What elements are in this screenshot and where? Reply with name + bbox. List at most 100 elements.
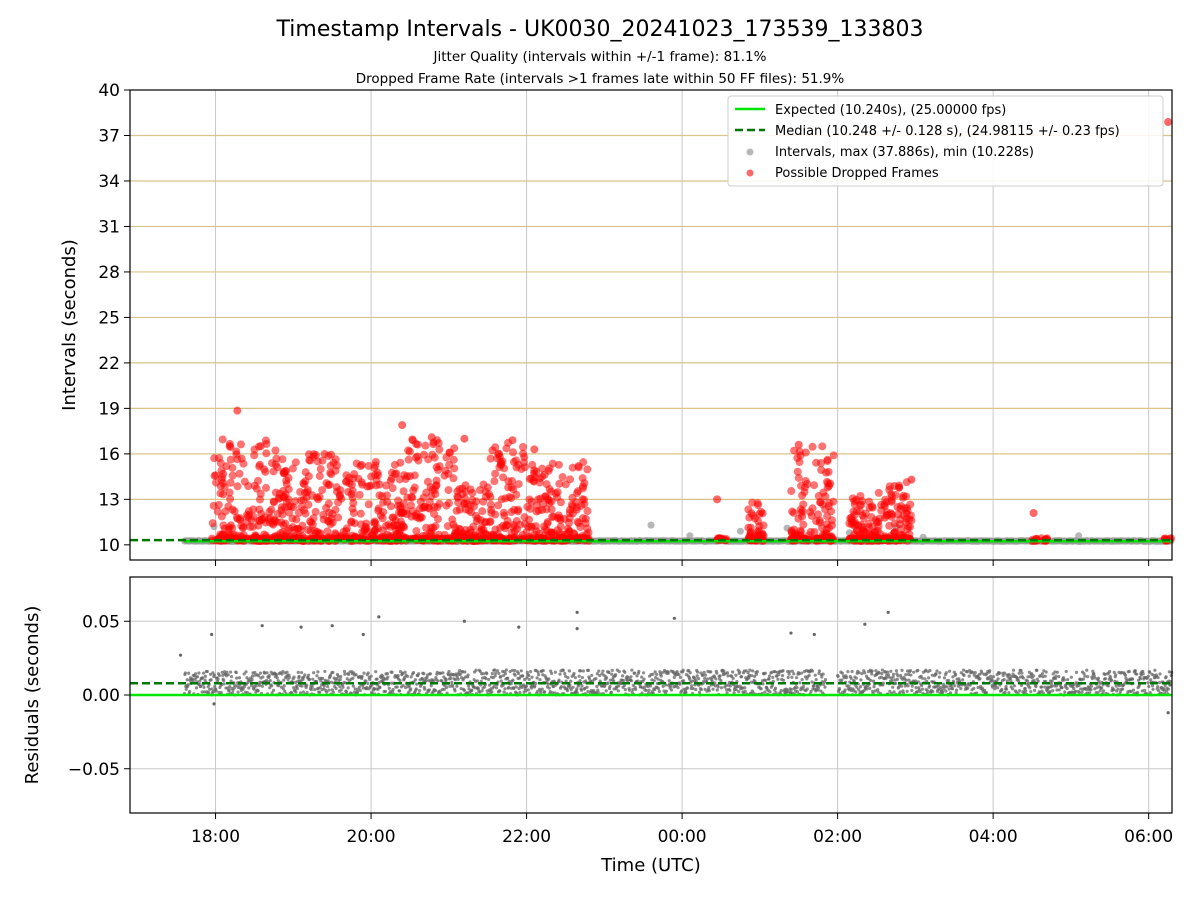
- residual-point: [1018, 689, 1021, 692]
- dropped-frame-point: [262, 484, 270, 492]
- residual-point: [988, 669, 991, 672]
- residual-point: [1070, 676, 1073, 679]
- dropped-frame-point: [460, 435, 468, 443]
- residual-point: [298, 675, 301, 678]
- residual-point: [343, 673, 346, 676]
- residual-point: [1043, 686, 1046, 689]
- residual-point: [297, 671, 300, 674]
- residual-point: [611, 669, 614, 672]
- residual-point: [645, 689, 648, 692]
- dropped-frame-point: [234, 482, 242, 490]
- residual-point: [1060, 686, 1063, 689]
- residual-point: [562, 669, 565, 672]
- residual-point: [840, 678, 843, 681]
- legend-median-label: Median (10.248 +/- 0.128 s), (24.98115 +…: [775, 124, 1120, 139]
- legend: Expected (10.240s), (25.00000 fps) Media…: [728, 96, 1163, 186]
- dropped-frame-point: [322, 479, 330, 487]
- dropped-frame-point: [749, 511, 757, 519]
- dropped-frame-point: [787, 527, 795, 535]
- residual-point: [295, 684, 298, 687]
- dropped-frame-point: [365, 482, 373, 490]
- dropped-frame-point: [218, 466, 226, 474]
- interval-point: [648, 522, 655, 529]
- dropped-frame-point: [486, 518, 494, 526]
- dropped-frame-point: [532, 522, 540, 530]
- residual-point: [428, 688, 431, 691]
- residual-point: [781, 669, 784, 672]
- residual-point: [1000, 688, 1003, 691]
- residual-point: [748, 669, 751, 672]
- dropped-frame-point: [809, 504, 817, 512]
- residual-point: [670, 688, 673, 691]
- residual-point: [665, 690, 668, 693]
- dropped-frame-point: [333, 461, 341, 469]
- residual-point: [1003, 678, 1006, 681]
- dropped-frame-point: [365, 500, 373, 508]
- residual-point: [374, 670, 377, 673]
- residual-point: [307, 674, 310, 677]
- residual-point: [1065, 670, 1068, 673]
- dropped-frame-point: [282, 468, 290, 476]
- residual-point: [906, 684, 909, 687]
- dropped-frame-point: [825, 468, 833, 476]
- residual-point: [707, 686, 710, 689]
- dropped-frame-point: [419, 532, 427, 540]
- residual-point: [228, 688, 231, 691]
- residual-point: [920, 684, 923, 687]
- residual-point: [358, 686, 361, 689]
- residual-point: [491, 672, 494, 675]
- residual-point: [1013, 684, 1016, 687]
- residual-point: [738, 670, 741, 673]
- residual-point: [968, 674, 971, 677]
- residual-point: [432, 679, 435, 682]
- dropped-frame-point: [557, 498, 565, 506]
- residual-point: [259, 671, 262, 674]
- residual-point: [1048, 690, 1051, 693]
- residual-point: [222, 682, 225, 685]
- chart-title: Timestamp Intervals - UK0030_20241023_17…: [276, 17, 924, 42]
- residual-point: [1022, 676, 1025, 679]
- residual-point: [196, 675, 199, 678]
- residual-point: [1040, 685, 1043, 688]
- residual-point: [677, 673, 680, 676]
- dropped-frame-point: [798, 492, 806, 500]
- dropped-frame-point: [874, 518, 882, 526]
- dropped-frame-point: [818, 442, 826, 450]
- residual-point: [756, 670, 759, 673]
- residual-point: [943, 676, 946, 679]
- residual-point: [311, 678, 314, 681]
- residual-point: [962, 669, 965, 672]
- residual-point: [1056, 671, 1059, 674]
- residual-point: [935, 669, 938, 672]
- residual-point: [966, 686, 969, 689]
- residual-point: [388, 687, 391, 690]
- dropped-frame-point: [545, 496, 553, 504]
- dropped-frame-point: [279, 528, 287, 536]
- residual-point: [624, 688, 627, 691]
- dropped-frame-point: [509, 448, 517, 456]
- residual-point: [578, 679, 581, 682]
- residual-point: [397, 674, 400, 677]
- residual-point: [1028, 686, 1031, 689]
- dropped-frame-point: [821, 493, 829, 501]
- residual-point: [202, 686, 205, 689]
- residual-point: [767, 677, 770, 680]
- residual-point: [529, 670, 532, 673]
- residual-point: [655, 673, 658, 676]
- residual-point: [502, 690, 505, 693]
- residual-point: [660, 674, 663, 677]
- dropped-frame-point: [278, 503, 286, 511]
- residual-point: [919, 690, 922, 693]
- residual-point: [580, 684, 583, 687]
- residual-point: [579, 669, 582, 672]
- residual-point: [657, 687, 660, 690]
- dropped-frame-point: [796, 458, 804, 466]
- residual-point: [536, 676, 539, 679]
- chart-subtitle-dropped: Dropped Frame Rate (intervals >1 frames …: [356, 71, 845, 87]
- residual-point: [815, 678, 818, 681]
- residual-point: [207, 691, 210, 694]
- dropped-frame-point: [262, 518, 270, 526]
- residual-point: [378, 686, 381, 689]
- legend-intervals-swatch: [747, 149, 754, 156]
- dropped-frame-point: [424, 455, 432, 463]
